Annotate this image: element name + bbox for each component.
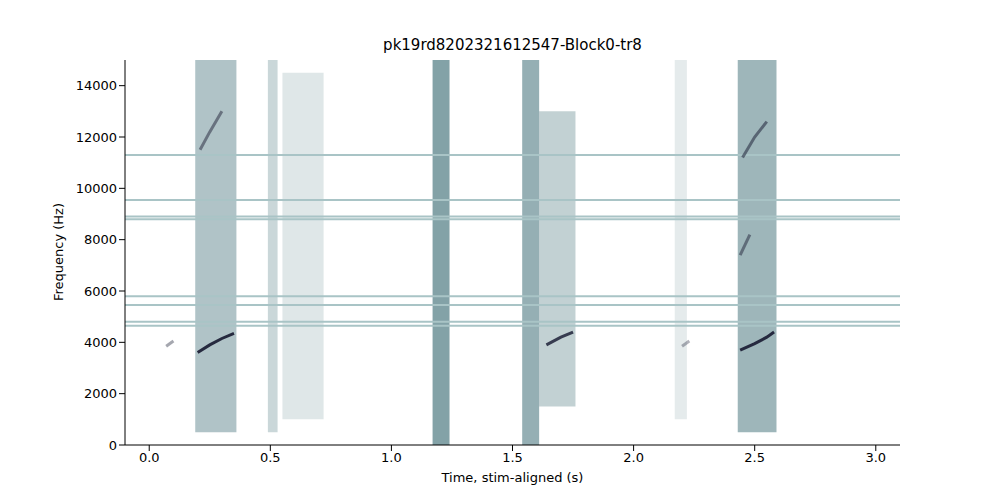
html-text:Frequency (Hz): Frequency (Hz) <box>50 203 66 301</box>
svg-text:1.5: 1.5 <box>502 450 523 465</box>
svg-text:2000: 2000 <box>84 386 117 401</box>
svg-text:1.0: 1.0 <box>381 450 402 465</box>
svg-text:0.0: 0.0 <box>139 450 160 465</box>
svg-text:12000: 12000 <box>76 130 117 145</box>
svg-text:14000: 14000 <box>76 78 117 93</box>
svg-text:2.5: 2.5 <box>744 450 765 465</box>
svg-text:2.0: 2.0 <box>623 450 644 465</box>
svg-text:3.0: 3.0 <box>865 450 886 465</box>
svg-text:10000: 10000 <box>76 181 117 196</box>
svg-text:8000: 8000 <box>84 232 117 247</box>
svg-text:0: 0 <box>109 438 117 453</box>
svg-text:4000: 4000 <box>84 335 117 350</box>
svg-text:6000: 6000 <box>84 284 117 299</box>
html-text:pk19rd8202321612547-Block0-tr8: pk19rd8202321612547-Block0-tr8 <box>383 36 642 54</box>
html-text:Time, stim-aligned (s): Time, stim-aligned (s) <box>441 470 584 485</box>
svg-text:0.5: 0.5 <box>260 450 281 465</box>
